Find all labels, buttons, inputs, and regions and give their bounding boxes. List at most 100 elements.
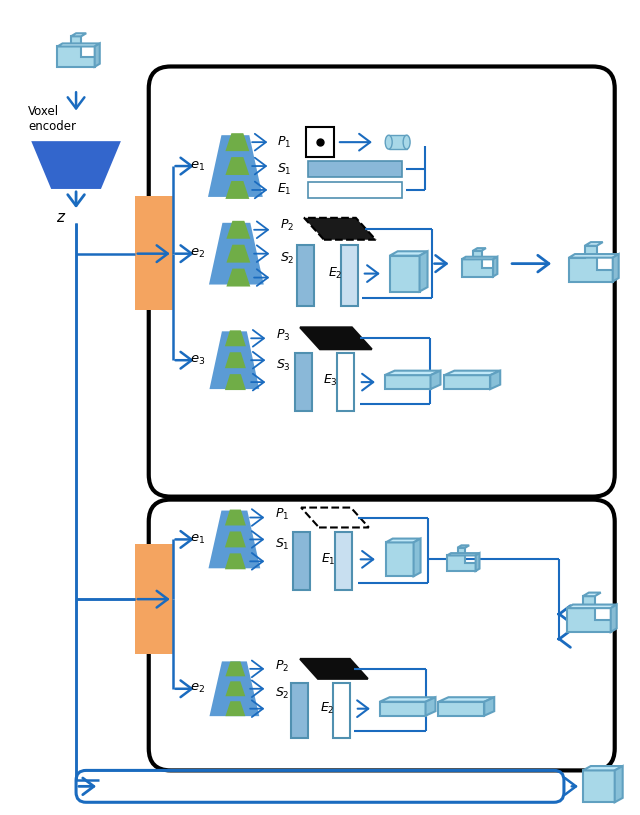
Polygon shape <box>583 593 601 597</box>
Polygon shape <box>413 539 420 576</box>
Polygon shape <box>58 43 100 46</box>
Polygon shape <box>390 256 420 292</box>
Polygon shape <box>58 37 95 67</box>
Bar <box>335 532 353 590</box>
Polygon shape <box>611 605 617 632</box>
Text: $P_2$: $P_2$ <box>275 659 289 675</box>
Polygon shape <box>225 352 246 368</box>
Polygon shape <box>447 553 479 556</box>
Polygon shape <box>227 269 250 287</box>
Bar <box>333 683 350 738</box>
Polygon shape <box>567 597 611 632</box>
Polygon shape <box>225 681 245 696</box>
Polygon shape <box>444 371 500 375</box>
Polygon shape <box>386 539 420 543</box>
Polygon shape <box>444 375 490 389</box>
Polygon shape <box>390 251 428 256</box>
Polygon shape <box>225 509 246 526</box>
Polygon shape <box>225 662 245 676</box>
Polygon shape <box>225 531 246 548</box>
Bar <box>291 683 308 738</box>
Text: $S_1$: $S_1$ <box>277 161 292 177</box>
Polygon shape <box>614 766 623 802</box>
Bar <box>308 161 402 177</box>
Text: Voxel
encoder: Voxel encoder <box>28 105 76 134</box>
Polygon shape <box>585 242 603 245</box>
Text: $P_1$: $P_1$ <box>277 134 291 150</box>
Polygon shape <box>225 374 246 390</box>
Polygon shape <box>380 698 435 702</box>
Bar <box>341 244 358 306</box>
Polygon shape <box>225 330 246 346</box>
Polygon shape <box>461 251 493 276</box>
Polygon shape <box>490 371 500 389</box>
Text: $e_2$: $e_2$ <box>191 682 205 695</box>
Bar <box>308 182 402 198</box>
Polygon shape <box>71 33 86 37</box>
Text: $S_2$: $S_2$ <box>280 251 294 267</box>
Bar <box>306 127 334 157</box>
Text: $P_1$: $P_1$ <box>275 507 289 522</box>
Text: $E_2$: $E_2$ <box>328 266 342 281</box>
Polygon shape <box>438 698 494 702</box>
Polygon shape <box>208 135 263 197</box>
Polygon shape <box>385 375 431 389</box>
Ellipse shape <box>385 135 392 149</box>
Polygon shape <box>426 698 435 716</box>
Polygon shape <box>420 251 428 292</box>
Polygon shape <box>569 245 612 281</box>
Polygon shape <box>431 371 440 389</box>
Ellipse shape <box>403 135 410 149</box>
Polygon shape <box>225 701 245 716</box>
Polygon shape <box>473 248 486 251</box>
Text: $S_2$: $S_2$ <box>275 686 290 701</box>
Bar <box>337 353 355 411</box>
Text: $P_2$: $P_2$ <box>280 218 294 233</box>
Polygon shape <box>300 659 368 679</box>
Polygon shape <box>569 254 619 258</box>
Polygon shape <box>458 545 469 548</box>
Polygon shape <box>447 548 476 571</box>
Polygon shape <box>225 553 246 570</box>
Bar <box>292 532 310 590</box>
Bar <box>135 544 173 654</box>
Text: $E_1$: $E_1$ <box>277 183 292 197</box>
Text: $S_3$: $S_3$ <box>276 358 291 372</box>
Polygon shape <box>461 257 497 259</box>
Polygon shape <box>225 181 250 199</box>
Text: $S_1$: $S_1$ <box>275 537 290 552</box>
Polygon shape <box>209 662 259 716</box>
Polygon shape <box>567 605 617 608</box>
Bar <box>296 244 314 306</box>
Text: z: z <box>56 210 64 225</box>
Polygon shape <box>31 141 121 189</box>
Polygon shape <box>225 133 250 151</box>
Polygon shape <box>209 332 259 389</box>
Text: $e_3$: $e_3$ <box>190 354 205 367</box>
Text: $e_1$: $e_1$ <box>190 533 205 546</box>
Text: $P_3$: $P_3$ <box>276 328 291 343</box>
Bar <box>388 135 406 149</box>
Polygon shape <box>227 244 250 262</box>
Polygon shape <box>225 157 250 175</box>
Polygon shape <box>380 702 426 716</box>
Polygon shape <box>227 221 250 239</box>
Polygon shape <box>385 371 440 375</box>
Bar <box>135 196 173 311</box>
Polygon shape <box>438 702 484 716</box>
Bar <box>294 353 312 411</box>
Polygon shape <box>209 510 260 568</box>
Polygon shape <box>209 222 264 284</box>
Polygon shape <box>583 770 614 802</box>
Text: $E_2$: $E_2$ <box>320 701 334 716</box>
Polygon shape <box>476 553 479 571</box>
Text: $e_1$: $e_1$ <box>190 160 205 173</box>
Polygon shape <box>484 698 494 716</box>
Text: $E_1$: $E_1$ <box>321 552 335 567</box>
Polygon shape <box>583 766 623 770</box>
Text: $E_3$: $E_3$ <box>323 372 337 388</box>
Polygon shape <box>612 254 619 281</box>
Polygon shape <box>493 257 497 276</box>
Polygon shape <box>304 218 376 240</box>
Polygon shape <box>300 328 372 350</box>
